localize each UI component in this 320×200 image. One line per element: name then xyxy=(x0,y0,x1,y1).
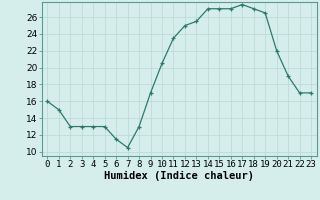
X-axis label: Humidex (Indice chaleur): Humidex (Indice chaleur) xyxy=(104,171,254,181)
